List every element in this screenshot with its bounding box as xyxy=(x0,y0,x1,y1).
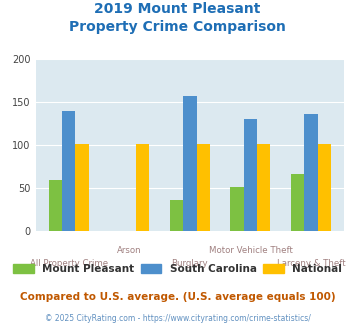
Text: Burglary: Burglary xyxy=(171,259,208,268)
Text: 2019 Mount Pleasant: 2019 Mount Pleasant xyxy=(94,2,261,16)
Text: Motor Vehicle Theft: Motor Vehicle Theft xyxy=(208,246,293,255)
Text: All Property Crime: All Property Crime xyxy=(30,259,108,268)
Text: Larceny & Theft: Larceny & Theft xyxy=(277,259,345,268)
Bar xyxy=(49,180,62,231)
Bar xyxy=(136,144,149,231)
Bar xyxy=(304,114,318,231)
Bar xyxy=(318,144,331,231)
Bar xyxy=(291,174,304,231)
Bar xyxy=(244,118,257,231)
Text: Arson: Arson xyxy=(117,246,142,255)
Text: Compared to U.S. average. (U.S. average equals 100): Compared to U.S. average. (U.S. average … xyxy=(20,292,335,302)
Legend: Mount Pleasant, South Carolina, National: Mount Pleasant, South Carolina, National xyxy=(10,261,345,278)
Bar xyxy=(257,144,271,231)
Bar xyxy=(183,96,197,231)
Bar xyxy=(197,144,210,231)
Bar xyxy=(76,144,89,231)
Bar xyxy=(170,200,183,231)
Bar xyxy=(230,187,244,231)
Bar xyxy=(62,111,76,231)
Text: © 2025 CityRating.com - https://www.cityrating.com/crime-statistics/: © 2025 CityRating.com - https://www.city… xyxy=(45,314,310,323)
Text: Property Crime Comparison: Property Crime Comparison xyxy=(69,20,286,34)
